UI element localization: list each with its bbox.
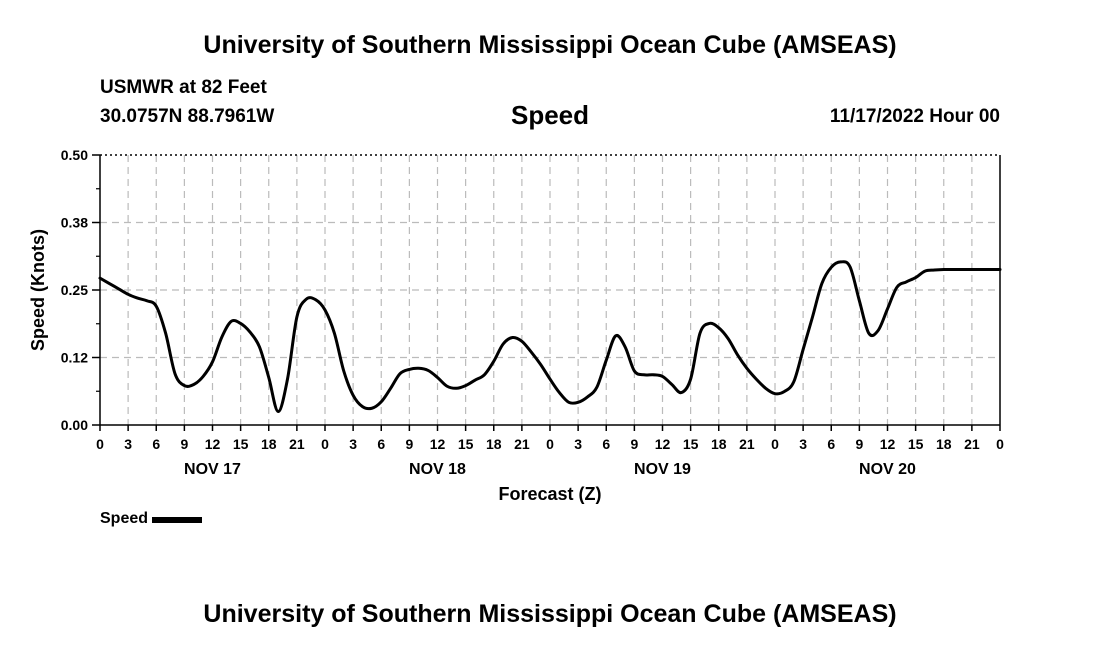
x-tick-label: 18 <box>936 436 952 452</box>
chart-title: University of Southern Mississippi Ocean… <box>203 31 897 59</box>
x-tick-label: 9 <box>855 436 863 452</box>
x-tick-label: 3 <box>349 436 357 452</box>
day-label: NOV 17 <box>184 461 241 478</box>
x-tick-label: 15 <box>908 436 924 452</box>
y-tick-label: 0.25 <box>61 282 88 298</box>
legend: Speed <box>100 510 203 528</box>
x-tick-label: 6 <box>827 436 835 452</box>
day-label: NOV 19 <box>634 461 691 478</box>
legend-label: Speed <box>100 510 149 527</box>
x-tick-label: 0 <box>546 436 554 452</box>
x-tick-label: 12 <box>205 436 221 452</box>
y-tick-label: 0.00 <box>61 417 88 433</box>
x-tick-label: 12 <box>430 436 446 452</box>
x-tick-label: 0 <box>321 436 329 452</box>
y-axis-title: Speed (Knots) <box>28 229 48 351</box>
x-tick-label: 18 <box>486 436 502 452</box>
variable-title: Speed <box>510 100 590 130</box>
x-tick-label: 0 <box>96 436 104 452</box>
x-tick-label: 15 <box>683 436 699 452</box>
y-tick-label: 0.38 <box>61 215 88 231</box>
x-tick-label: 3 <box>799 436 807 452</box>
forecast-datetime: 11/17/2022 Hour 00 <box>829 106 1000 127</box>
coordinates-label: 30.0757N 88.7961W <box>100 106 275 127</box>
x-tick-label: 21 <box>514 436 530 452</box>
speed-series-line <box>98 260 1002 413</box>
legend-swatch <box>152 517 203 523</box>
x-tick-label: 6 <box>152 436 160 452</box>
x-axis-title: Forecast (Z) <box>498 484 601 504</box>
x-tick-label: 15 <box>458 436 474 452</box>
x-tick-label: 21 <box>289 436 305 452</box>
x-tick-label: 6 <box>602 436 610 452</box>
x-tick-label: 0 <box>771 436 779 452</box>
footer-title: University of Southern Mississippi Ocean… <box>203 600 897 628</box>
x-tick-label: 21 <box>739 436 755 452</box>
y-tick-label: 0.50 <box>61 147 88 163</box>
x-tick-label: 12 <box>880 436 896 452</box>
x-tick-label: 9 <box>630 436 638 452</box>
x-tick-label: 15 <box>233 436 249 452</box>
day-label: NOV 18 <box>409 461 466 478</box>
x-tick-label: 3 <box>574 436 582 452</box>
x-tick-label: 0 <box>996 436 1004 452</box>
x-tick-label: 21 <box>964 436 980 452</box>
x-tick-label: 18 <box>711 436 727 452</box>
x-tick-label: 3 <box>124 436 132 452</box>
station-label: USMWR at 82 Feet <box>100 77 267 98</box>
day-label: NOV 20 <box>859 461 916 478</box>
x-tick-label: 12 <box>655 436 671 452</box>
y-tick-label: 0.12 <box>61 350 88 366</box>
x-tick-label: 6 <box>377 436 385 452</box>
x-tick-label: 9 <box>405 436 413 452</box>
x-tick-label: 18 <box>261 436 277 452</box>
x-tick-label: 9 <box>180 436 188 452</box>
